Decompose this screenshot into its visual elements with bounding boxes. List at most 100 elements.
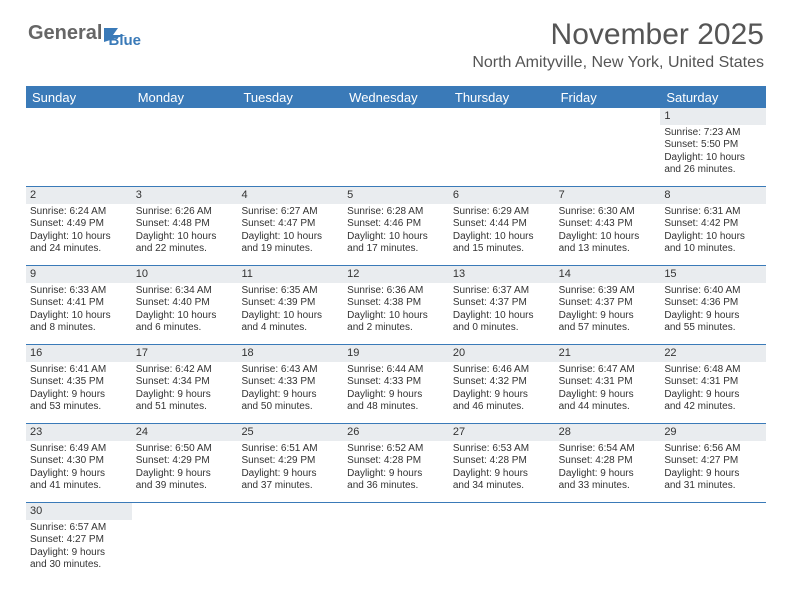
day-details: Sunrise: 6:37 AMSunset: 4:37 PMDaylight:… [449, 285, 555, 335]
day-cell: 17 Sunrise: 6:42 AMSunset: 4:34 PMDayligh… [132, 345, 238, 423]
sunrise-text: Sunrise: 6:53 AM [453, 443, 551, 456]
daylight-text: and 26 minutes. [664, 164, 762, 177]
day-details: Sunrise: 6:49 AMSunset: 4:30 PMDaylight:… [26, 443, 132, 493]
day-cell: 11Sunrise: 6:35 AMSunset: 4:39 PMDayligh… [237, 266, 343, 344]
day-header: Wednesday [343, 86, 449, 108]
week-row: 9Sunrise: 6:33 AMSunset: 4:41 PMDaylight… [26, 266, 766, 345]
day-cell: 9Sunrise: 6:33 AMSunset: 4:41 PMDaylight… [26, 266, 132, 344]
daylight-text: and 46 minutes. [453, 401, 551, 414]
daylight-text: Daylight: 10 hours [559, 231, 657, 244]
daylight-text: Daylight: 9 hours [559, 468, 657, 481]
day-details: Sunrise: 6:42 AMSunset: 4:34 PMDaylight:… [132, 364, 238, 414]
day-cell: 10Sunrise: 6:34 AMSunset: 4:40 PMDayligh… [132, 266, 238, 344]
day-details: Sunrise: 6:43 AMSunset: 4:33 PMDaylight:… [237, 364, 343, 414]
sunrise-text: Sunrise: 6:48 AM [664, 364, 762, 377]
day-cell: 27Sunrise: 6:53 AMSunset: 4:28 PMDayligh… [449, 424, 555, 502]
day-number: 9 [26, 266, 132, 283]
daylight-text: and 39 minutes. [136, 480, 234, 493]
day-number: 16 [26, 345, 132, 362]
day-number: 27 [449, 424, 555, 441]
sunrise-text: Sunrise: 6:27 AM [241, 206, 339, 219]
day-number: 17 [132, 345, 238, 362]
day-header: Sunday [26, 86, 132, 108]
sunset-text: Sunset: 4:47 PM [241, 218, 339, 231]
empty-cell [237, 108, 343, 186]
sunrise-text: Sunrise: 6:39 AM [559, 285, 657, 298]
day-cell: 15Sunrise: 6:40 AMSunset: 4:36 PMDayligh… [660, 266, 766, 344]
daylight-text: Daylight: 10 hours [664, 152, 762, 165]
day-number: 25 [237, 424, 343, 441]
day-number: 14 [555, 266, 661, 283]
day-details: Sunrise: 6:26 AMSunset: 4:48 PMDaylight:… [132, 206, 238, 256]
empty-cell [237, 503, 343, 581]
daylight-text: Daylight: 10 hours [30, 231, 128, 244]
daylight-text: and 10 minutes. [664, 243, 762, 256]
day-cell: 30Sunrise: 6:57 AMSunset: 4:27 PMDayligh… [26, 503, 132, 581]
sunrise-text: Sunrise: 6:57 AM [30, 522, 128, 535]
daylight-text: and 48 minutes. [347, 401, 445, 414]
calendar: SundayMondayTuesdayWednesdayThursdayFrid… [26, 86, 766, 581]
day-number: 21 [555, 345, 661, 362]
sunrise-text: Sunrise: 6:51 AM [241, 443, 339, 456]
daylight-text: Daylight: 9 hours [347, 468, 445, 481]
empty-cell [343, 108, 449, 186]
week-row: 23Sunrise: 6:49 AMSunset: 4:30 PMDayligh… [26, 424, 766, 503]
sunset-text: Sunset: 4:32 PM [453, 376, 551, 389]
empty-cell [449, 503, 555, 581]
empty-cell [555, 108, 661, 186]
sunset-text: Sunset: 4:29 PM [241, 455, 339, 468]
day-number: 30 [26, 503, 132, 520]
daylight-text: Daylight: 9 hours [30, 468, 128, 481]
day-cell: 19Sunrise: 6:44 AMSunset: 4:33 PMDayligh… [343, 345, 449, 423]
daylight-text: and 6 minutes. [136, 322, 234, 335]
sunset-text: Sunset: 4:37 PM [453, 297, 551, 310]
day-details: Sunrise: 6:44 AMSunset: 4:33 PMDaylight:… [343, 364, 449, 414]
daylight-text: and 2 minutes. [347, 322, 445, 335]
daylight-text: Daylight: 10 hours [664, 231, 762, 244]
sunrise-text: Sunrise: 6:34 AM [136, 285, 234, 298]
sunrise-text: Sunrise: 6:50 AM [136, 443, 234, 456]
day-cell: 3Sunrise: 6:26 AMSunset: 4:48 PMDaylight… [132, 187, 238, 265]
sunset-text: Sunset: 4:40 PM [136, 297, 234, 310]
sunset-text: Sunset: 4:33 PM [347, 376, 445, 389]
day-cell: 8Sunrise: 6:31 AMSunset: 4:42 PMDaylight… [660, 187, 766, 265]
day-details: Sunrise: 6:46 AMSunset: 4:32 PMDaylight:… [449, 364, 555, 414]
day-number: 18 [237, 345, 343, 362]
day-details: Sunrise: 6:34 AMSunset: 4:40 PMDaylight:… [132, 285, 238, 335]
day-number: 12 [343, 266, 449, 283]
daylight-text: and 8 minutes. [30, 322, 128, 335]
daylight-text: Daylight: 10 hours [241, 310, 339, 323]
logo: General Blue [28, 18, 141, 49]
day-header-row: SundayMondayTuesdayWednesdayThursdayFrid… [26, 86, 766, 108]
day-details: Sunrise: 6:27 AMSunset: 4:47 PMDaylight:… [237, 206, 343, 256]
sunrise-text: Sunrise: 6:37 AM [453, 285, 551, 298]
daylight-text: and 4 minutes. [241, 322, 339, 335]
header: General Blue November 2025 North Amityvi… [0, 0, 792, 78]
day-cell: 29Sunrise: 6:56 AMSunset: 4:27 PMDayligh… [660, 424, 766, 502]
empty-cell [132, 108, 238, 186]
weeks-container: 1Sunrise: 7:23 AMSunset: 5:50 PMDaylight… [26, 108, 766, 581]
day-cell: 24Sunrise: 6:50 AMSunset: 4:29 PMDayligh… [132, 424, 238, 502]
day-details: Sunrise: 6:24 AMSunset: 4:49 PMDaylight:… [26, 206, 132, 256]
sunset-text: Sunset: 4:31 PM [664, 376, 762, 389]
day-details: Sunrise: 6:56 AMSunset: 4:27 PMDaylight:… [660, 443, 766, 493]
day-details: Sunrise: 6:48 AMSunset: 4:31 PMDaylight:… [660, 364, 766, 414]
daylight-text: and 41 minutes. [30, 480, 128, 493]
daylight-text: and 55 minutes. [664, 322, 762, 335]
sunset-text: Sunset: 4:36 PM [664, 297, 762, 310]
sunset-text: Sunset: 4:49 PM [30, 218, 128, 231]
empty-cell [26, 108, 132, 186]
day-details: Sunrise: 6:39 AMSunset: 4:37 PMDaylight:… [555, 285, 661, 335]
day-header: Tuesday [237, 86, 343, 108]
sunrise-text: Sunrise: 6:52 AM [347, 443, 445, 456]
daylight-text: and 42 minutes. [664, 401, 762, 414]
daylight-text: and 19 minutes. [241, 243, 339, 256]
daylight-text: Daylight: 10 hours [347, 310, 445, 323]
day-cell: 6Sunrise: 6:29 AMSunset: 4:44 PMDaylight… [449, 187, 555, 265]
sunrise-text: Sunrise: 6:46 AM [453, 364, 551, 377]
daylight-text: Daylight: 10 hours [30, 310, 128, 323]
day-number: 1 [660, 108, 766, 125]
daylight-text: Daylight: 10 hours [347, 231, 445, 244]
week-row: 2Sunrise: 6:24 AMSunset: 4:49 PMDaylight… [26, 187, 766, 266]
day-number: 8 [660, 187, 766, 204]
